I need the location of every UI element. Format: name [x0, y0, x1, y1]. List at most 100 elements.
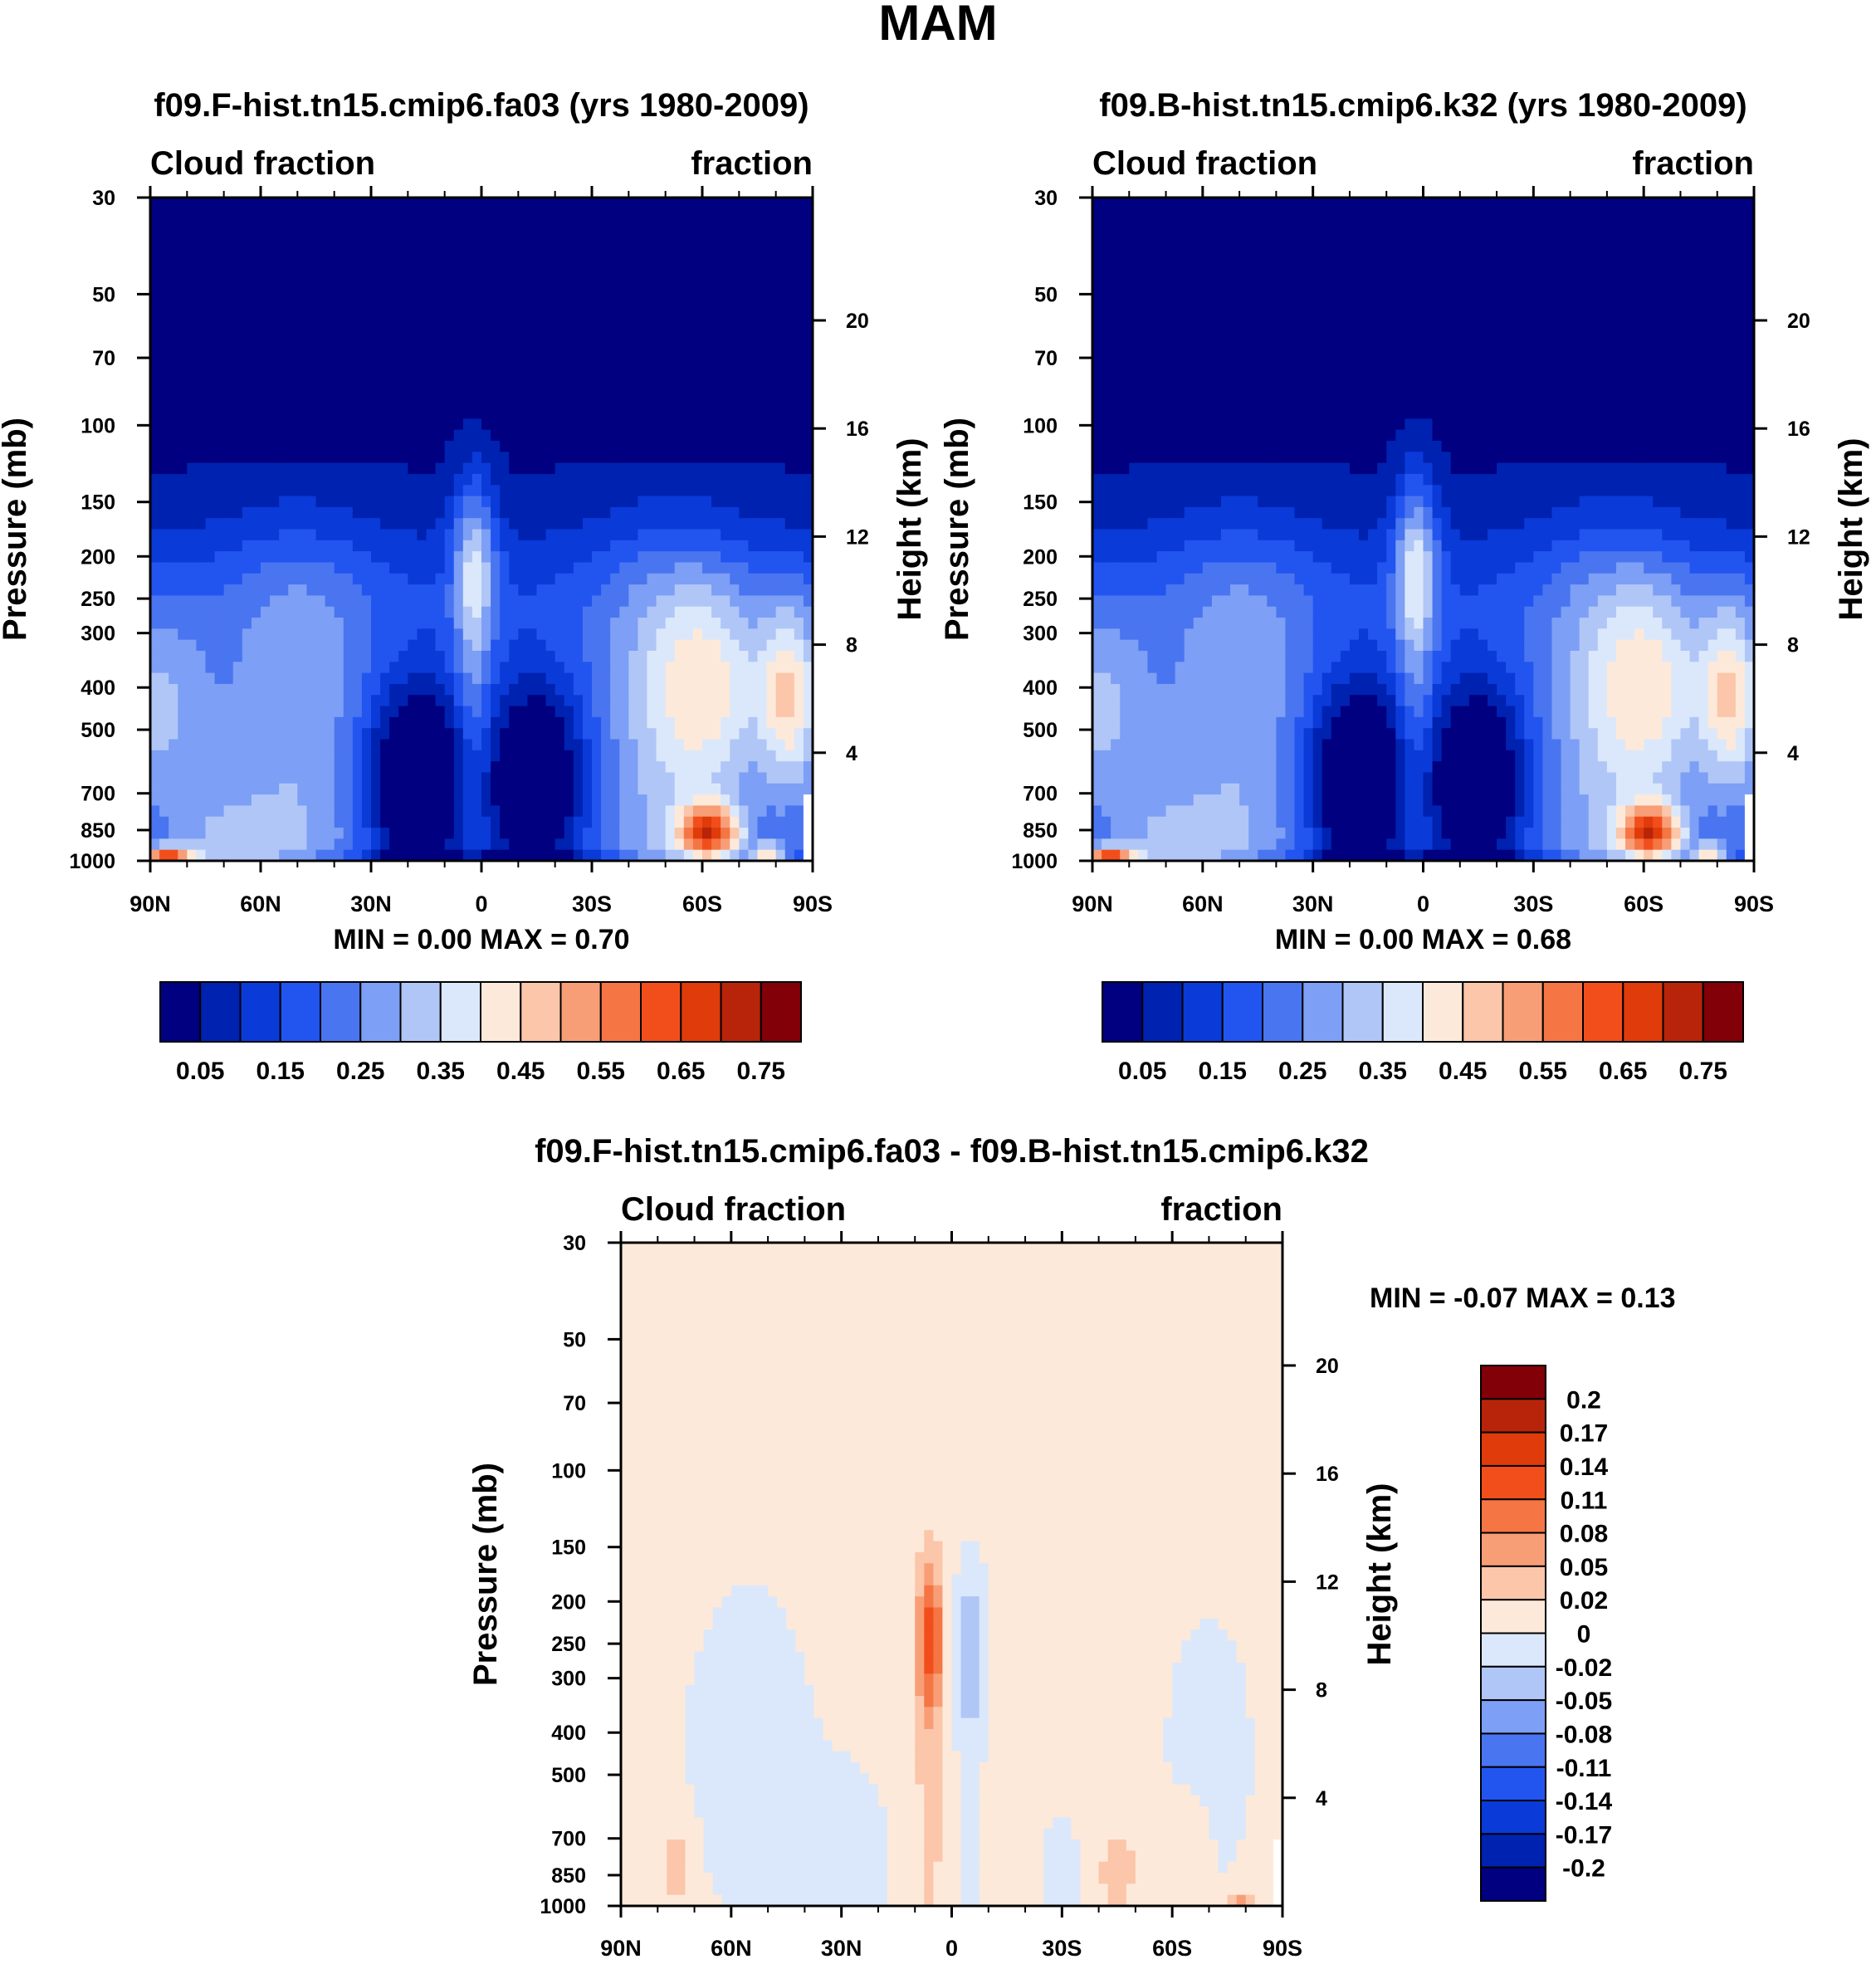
field-cell — [343, 230, 354, 242]
field-cell — [297, 208, 308, 221]
field-cell — [279, 308, 289, 320]
field-cell — [582, 208, 593, 221]
field-cell — [582, 252, 593, 265]
field-cell — [471, 473, 482, 486]
field-cell — [417, 440, 427, 452]
field-cell — [647, 252, 657, 265]
field-cell — [766, 496, 777, 508]
field-cell — [279, 794, 289, 807]
field-cell — [1147, 662, 1158, 674]
field-cell — [1147, 263, 1158, 276]
field-cell — [739, 308, 750, 320]
field-cell — [343, 595, 354, 608]
field-cell — [288, 208, 298, 221]
field-cell — [619, 341, 629, 354]
field-cell — [315, 429, 326, 442]
field-cell — [647, 408, 657, 419]
field-cell — [196, 772, 207, 784]
field-cell — [352, 828, 363, 839]
field-cell — [665, 286, 676, 298]
field-cell — [794, 849, 804, 862]
field-cell — [518, 672, 529, 685]
field-cell — [665, 728, 676, 740]
field-cell — [398, 650, 408, 662]
field-cell — [1156, 518, 1167, 530]
field-cell — [711, 330, 721, 342]
field-cell — [1165, 308, 1176, 320]
field-cell — [711, 573, 721, 585]
field-cell — [656, 739, 667, 751]
field-cell — [500, 418, 510, 431]
field-cell — [187, 363, 198, 375]
field-cell — [628, 242, 639, 254]
field-cell — [554, 208, 565, 221]
field-cell — [261, 352, 271, 364]
field-cell — [674, 330, 685, 342]
field-cell — [619, 838, 629, 851]
field-cell — [408, 562, 418, 574]
field-cell — [242, 529, 252, 541]
field-cell — [692, 529, 703, 541]
field-cell — [784, 529, 795, 541]
field-cell — [592, 330, 602, 342]
field-cell — [279, 198, 289, 209]
field-cell — [647, 639, 657, 652]
field-cell — [518, 595, 529, 608]
field-cell — [444, 429, 455, 442]
y-right-tick-label: 8 — [846, 634, 857, 657]
field-cell — [638, 650, 648, 662]
field-cell — [1138, 308, 1149, 320]
field-cell — [453, 639, 464, 652]
field-cell — [334, 695, 344, 707]
field-cell — [169, 772, 178, 784]
field-cell — [500, 252, 510, 265]
field-cell — [711, 518, 721, 530]
field-cell — [702, 352, 712, 364]
field-cell — [251, 783, 261, 795]
field-cell — [500, 286, 510, 298]
field-cell — [628, 506, 639, 519]
field-cell — [315, 252, 326, 265]
field-cell — [1147, 418, 1158, 431]
field-cell — [223, 828, 234, 839]
field-cell — [730, 352, 740, 364]
field-cell — [784, 828, 795, 839]
field-cell — [730, 452, 740, 464]
field-cell — [205, 485, 216, 497]
field-cell — [619, 772, 629, 784]
field-cell — [509, 429, 519, 442]
field-cell — [343, 286, 354, 298]
field-cell — [683, 783, 694, 795]
field-cell — [757, 816, 768, 828]
field-cell — [297, 805, 308, 818]
field-cell — [610, 529, 620, 541]
field-cell — [536, 551, 547, 564]
field-cell — [518, 739, 529, 751]
field-cell — [1147, 230, 1158, 242]
field-cell — [647, 506, 657, 519]
field-cell — [1156, 695, 1167, 707]
field-cell — [398, 584, 408, 596]
field-cell — [491, 308, 501, 320]
field-cell — [398, 263, 408, 276]
field-cell — [242, 363, 252, 375]
field-cell — [389, 584, 399, 596]
field-cell — [702, 695, 712, 707]
field-cell — [692, 595, 703, 608]
field-cell — [426, 750, 437, 762]
field-cell — [214, 772, 225, 784]
field-cell — [554, 828, 565, 839]
field-cell — [343, 606, 354, 618]
field-cell — [702, 706, 712, 718]
field-cell — [628, 816, 639, 828]
y-tick-label: 100 — [81, 414, 115, 437]
field-cell — [564, 828, 574, 839]
field-cell — [297, 308, 308, 320]
field-cell — [554, 662, 565, 674]
field-cell — [150, 849, 160, 862]
field-cell — [435, 618, 446, 629]
field-cell — [261, 208, 271, 221]
field-cell — [500, 650, 510, 662]
field-cell — [656, 761, 667, 774]
field-cell — [288, 396, 298, 408]
